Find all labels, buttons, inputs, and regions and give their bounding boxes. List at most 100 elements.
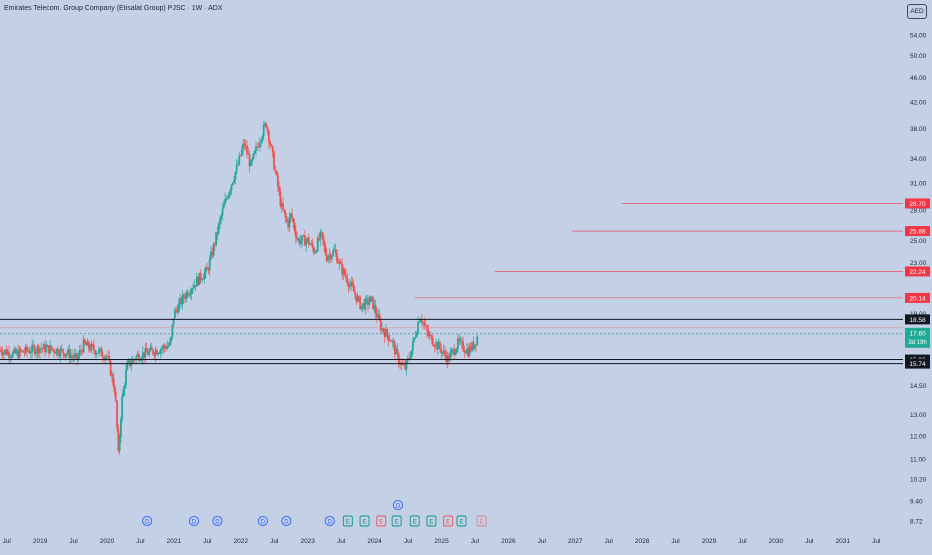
candle-body — [370, 296, 373, 298]
y-tick-label: 46.00 — [910, 75, 927, 82]
candle-body — [271, 146, 274, 153]
candle-body — [94, 350, 97, 355]
x-tick-label: 2024 — [367, 538, 382, 545]
candle-body — [22, 350, 25, 353]
earnings-marker — [359, 515, 370, 527]
candle-body — [222, 204, 225, 209]
dividend-marker — [188, 515, 200, 527]
candle-body — [123, 385, 126, 389]
candle-body — [86, 341, 89, 346]
candle-body — [179, 298, 181, 304]
candle-body — [118, 437, 121, 451]
candle-body — [309, 244, 311, 245]
candle-body — [347, 283, 350, 288]
y-tick-label: 31.00 — [910, 180, 927, 187]
price-axis[interactable]: 8.729.4010.2011.0012.0013.0014.5017.0019… — [903, 0, 932, 550]
candle-body — [275, 171, 278, 175]
candle-body — [217, 223, 220, 234]
candle-body — [89, 348, 91, 351]
candle-body — [285, 217, 288, 222]
candle-body — [31, 344, 34, 353]
candle-body — [310, 243, 313, 245]
candle-body — [203, 272, 206, 279]
y-tick-label: 28.00 — [910, 208, 927, 215]
currency-button[interactable]: AED — [907, 4, 927, 19]
candle-body — [190, 289, 193, 294]
candle-body — [163, 345, 166, 348]
candle-body — [228, 193, 230, 199]
candle-body — [60, 348, 63, 350]
candle-body — [47, 345, 50, 354]
candle-body — [114, 392, 117, 401]
candle-body — [225, 198, 228, 200]
candle-body — [20, 350, 23, 352]
candle-body — [413, 337, 416, 341]
candle-body — [95, 353, 98, 355]
candle-body — [15, 350, 18, 354]
candle-body — [32, 344, 35, 347]
candle-body — [406, 357, 409, 361]
candle-body — [93, 345, 95, 351]
candle-body — [464, 352, 467, 354]
candle-body — [280, 202, 283, 207]
dividend-marker — [392, 499, 404, 511]
candle-body — [59, 348, 62, 357]
price-chart[interactable]: D D D D D D E E E E E E E E E D — [0, 0, 903, 530]
candle-body — [391, 340, 394, 342]
candle-body — [264, 123, 266, 125]
x-tick-label: 2022 — [234, 538, 249, 545]
candle-body — [321, 232, 324, 241]
candle-body — [418, 321, 421, 323]
candle-body — [298, 238, 301, 244]
candle-body — [354, 291, 356, 295]
x-tick-label: 2029 — [702, 538, 717, 545]
candle-body — [171, 324, 174, 338]
dividend-marker — [281, 515, 292, 527]
candle-body — [296, 237, 299, 240]
candle-body — [454, 352, 457, 355]
candle-body — [305, 240, 308, 246]
candle-body — [130, 363, 133, 366]
candle-body — [270, 144, 273, 147]
time-axis[interactable]: Jul 2019 Jul 2020 Jul 2021 Jul 2022 Jul 2023 Jul 20… — [0, 530, 903, 550]
candle-body — [430, 334, 432, 336]
candle-body — [139, 360, 142, 362]
chart-area[interactable]: D D D D D D E E E E E E E E E D — [0, 0, 903, 530]
candle-body — [248, 154, 251, 166]
candle-body — [13, 348, 16, 353]
candle-body — [262, 124, 265, 137]
earnings-marker — [456, 515, 467, 527]
candle-body — [424, 324, 427, 326]
x-tick-label: Jul — [538, 538, 547, 545]
x-tick-label: 2031 — [836, 538, 851, 545]
candle-body — [252, 153, 255, 160]
candle-body — [311, 243, 314, 248]
candle-body — [448, 355, 450, 361]
candle-body — [131, 359, 134, 364]
candle-body — [473, 344, 476, 349]
candle-body — [81, 350, 84, 353]
candle-body — [44, 344, 46, 353]
x-tick-label: Jul — [872, 538, 881, 545]
candle-body — [382, 328, 385, 332]
candle-body — [359, 296, 362, 310]
x-tick-label: Jul — [471, 538, 480, 545]
resistance-price-label — [905, 226, 930, 237]
candle-body — [345, 275, 347, 278]
candle-body — [125, 369, 127, 386]
candle-body — [215, 232, 218, 246]
candle-body — [243, 143, 246, 146]
candle-body — [233, 179, 236, 183]
candle-body — [267, 130, 270, 142]
candle-body — [165, 347, 167, 350]
candle-body — [174, 309, 176, 319]
candle-body — [108, 356, 111, 361]
dividend-marker-label: D — [328, 519, 333, 525]
candle-body — [10, 356, 13, 358]
candle-body — [319, 231, 322, 241]
candle-body — [282, 202, 284, 210]
candle-body — [306, 237, 309, 241]
candle-body — [202, 278, 205, 280]
candle-body — [396, 348, 399, 354]
x-tick-label: Jul — [671, 538, 680, 545]
